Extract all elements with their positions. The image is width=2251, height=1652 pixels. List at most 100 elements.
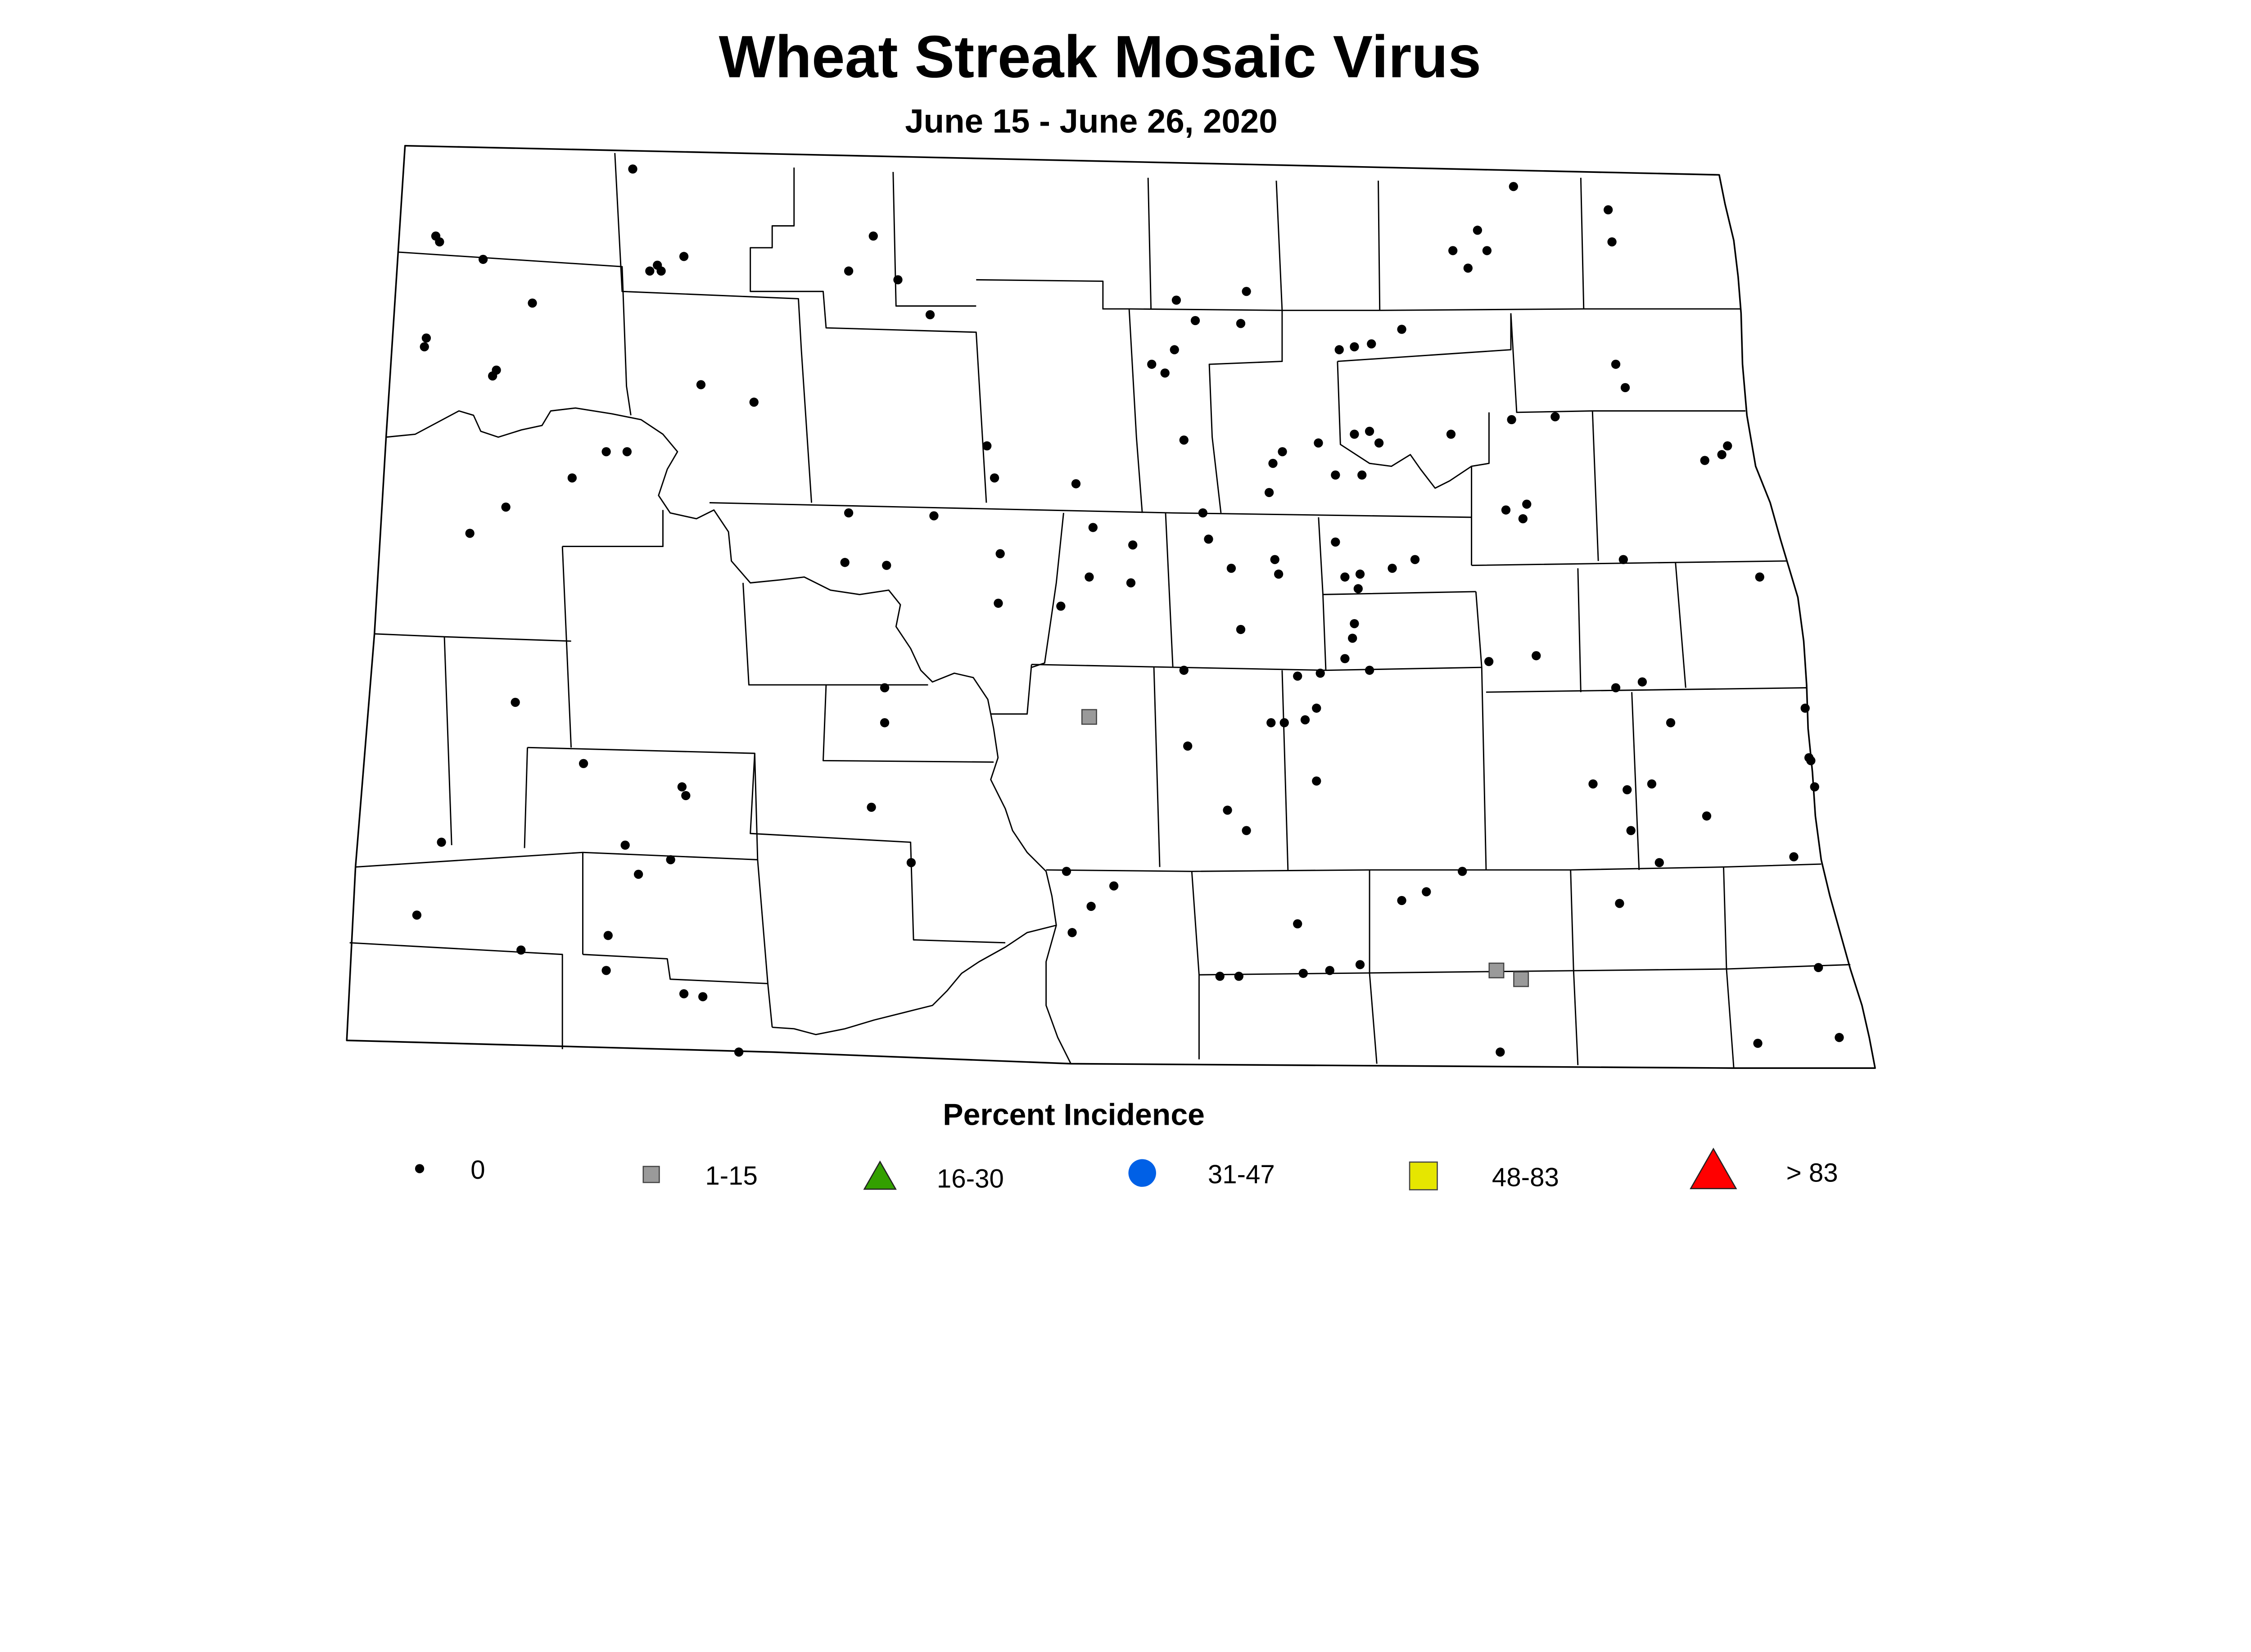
sample-marker-zero [1604,205,1613,215]
sample-marker-zero [511,697,520,707]
map-subtitle: June 15 - June 26, 2020 [905,102,1277,140]
sample-marker-zero [1088,523,1098,532]
sample-marker-zero [1365,426,1374,436]
sample-marker-zero [501,502,511,512]
sample-marker-zero [1550,412,1560,421]
sample-marker-zero [1518,514,1528,524]
sample-marker-zero [1128,540,1138,550]
sample-marker-zero [1085,572,1094,582]
sample-marker-zero [893,275,903,285]
sample-marker-zero [925,310,935,320]
sample-marker-zero [1147,359,1157,369]
legend-symbol-dot [415,1164,425,1173]
sample-marker-zero [1753,1039,1763,1048]
sample-marker-zero [622,447,632,457]
legend-symbol-triangle [863,1160,897,1190]
sample-marker-zero [1331,537,1340,547]
sample-marker-zero [1109,881,1119,891]
sample-marker-zero [1463,263,1473,273]
sample-marker-zero [1700,456,1709,465]
sample-marker-zero [681,791,691,801]
sample-marker-zero [882,561,891,570]
sample-marker-zero [1618,555,1628,564]
sample-marker-zero [579,759,588,768]
sample-marker-1-15 [1513,971,1529,987]
sample-marker-zero [1223,806,1232,815]
sample-marker-zero [1353,584,1363,593]
legend-item: 31-47 [1128,1159,1275,1189]
sample-marker-zero [1204,534,1213,544]
sample-marker-zero [696,380,706,389]
sample-marker-zero [1522,499,1532,509]
sample-marker-zero [1340,572,1350,582]
sample-marker-zero [1509,182,1518,191]
sample-marker-zero [1496,1047,1505,1057]
state-map [346,145,1876,1069]
missouri-river [386,407,1071,1064]
county-boundaries [349,153,1851,1068]
sample-marker-zero [601,966,611,975]
sample-marker-zero [995,549,1005,558]
sample-marker-zero [1226,563,1236,573]
sample-marker-zero [1266,718,1276,728]
wsmv-map-figure: Wheat Streak Mosaic Virus June 15 - June… [346,24,1876,1194]
sample-marker-zero [1458,867,1467,876]
sample-marker-zero [1626,826,1636,835]
sample-marker-zero [749,398,759,407]
sample-marker-zero [421,333,431,343]
legend-symbol-square [1409,1161,1438,1190]
sample-marker-zero [633,869,643,879]
sample-marker-zero [601,447,611,457]
sample-marker-zero [1755,572,1764,582]
sample-marker-zero [982,441,992,451]
sample-marker-zero [1056,602,1066,611]
sample-marker-zero [1611,683,1621,692]
sample-marker-zero [1388,563,1397,573]
sample-marker-zero [1215,972,1225,981]
sample-marker-zero [1647,779,1657,789]
sample-marker-zero [1702,811,1712,821]
sample-marker-zero [516,945,526,955]
sample-marker-zero [1410,555,1420,564]
legend-symbol-circle [1128,1159,1156,1187]
sample-marker-zero [1723,441,1732,451]
sample-marker-zero [1190,316,1200,326]
sample-marker-zero [1179,435,1189,445]
map-title: Wheat Streak Mosaic Virus [719,24,1481,91]
sample-marker-zero [844,508,854,518]
legend-item: 1-15 [642,1161,758,1190]
sample-marker-zero [880,718,890,728]
sample-marker-zero [1814,963,1823,973]
sample-marker-zero [1532,651,1541,661]
sample-marker-zero [1623,785,1632,795]
sample-marker-zero [435,237,444,247]
sample-marker-zero [1654,858,1664,867]
legend-title: Percent Incidence [943,1097,1205,1132]
legend-label: > 83 [1786,1159,1838,1188]
sample-marker-zero [1179,665,1189,675]
sample-marker-zero [1086,901,1096,911]
sample-marker-zero [1312,776,1321,786]
sample-marker-zero [840,558,850,567]
legend-item: 16-30 [863,1160,1004,1194]
sample-marker-zero [1274,569,1284,579]
sample-marker-zero [1300,715,1310,724]
sample-marker-zero [1789,852,1799,862]
sample-marker-zero [1278,447,1287,457]
sample-marker-zero [1126,578,1136,588]
sample-marker-zero [1717,450,1727,459]
legend-symbol-square [642,1166,660,1183]
sample-marker-zero [990,473,999,483]
legend-label: 31-47 [1208,1160,1275,1189]
legend-label: 0 [470,1155,485,1185]
sample-marker-zero [1507,415,1516,425]
sample-marker-zero [906,858,916,867]
sample-marker-zero [1637,677,1647,687]
sample-marker-zero [994,598,1003,608]
legend-symbol-triangle [1690,1147,1737,1190]
lake-oahe-boundary [772,924,1057,1036]
sample-marker-zero [1293,671,1302,681]
sample-marker-1-15 [1488,962,1505,978]
sample-marker-zero [844,266,854,276]
sample-markers [412,164,1844,1057]
